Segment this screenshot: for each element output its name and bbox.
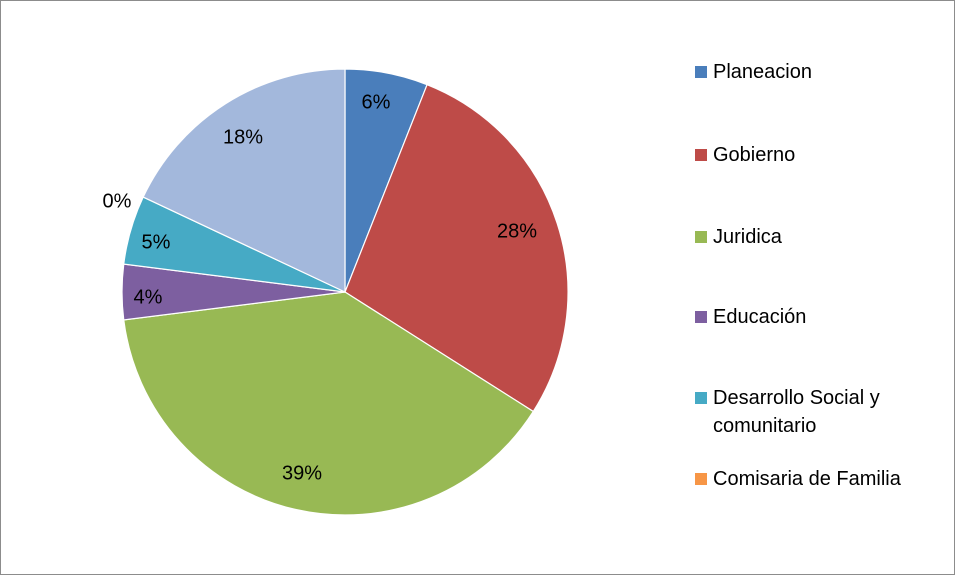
slice-label-planeacion: 6%: [362, 91, 391, 113]
legend-label-educacion: Educación: [713, 306, 807, 328]
slice-label-juridica: 39%: [282, 462, 322, 484]
slice-label-educaci-n: 4%: [134, 286, 163, 308]
slice-label-comisaria-de-familia: 0%: [103, 190, 132, 212]
pie-slice-other: [142, 68, 346, 293]
legend-label-comisaria-familia: Comisaria de Familia: [713, 468, 901, 490]
legend-swatch-planeacion: [695, 66, 707, 78]
legend-swatch-gobierno: [695, 149, 707, 161]
legend-label-gobierno: Gobierno: [713, 144, 796, 166]
legend-label-desarrollo-social: Desarrollo Social y comunitario: [713, 387, 880, 437]
legend-swatch-desarrollo-social: [695, 392, 707, 404]
slice-label-desarrollo-social-y-comunitario: 5%: [142, 231, 171, 253]
pie-slice-gobierno: [344, 83, 569, 413]
slice-label-gobierno: 28%: [497, 220, 537, 242]
legend-swatch-comisaria-familia: [695, 473, 707, 485]
legend-swatch-juridica: [695, 231, 707, 243]
legend-label-planeacion: Planeacion: [713, 61, 812, 83]
legend-label-juridica: Juridica: [713, 226, 782, 248]
slice-label-other: 18%: [223, 126, 263, 148]
pie-slice-juridica: [123, 291, 535, 516]
legend-swatch-educacion: [695, 311, 707, 323]
